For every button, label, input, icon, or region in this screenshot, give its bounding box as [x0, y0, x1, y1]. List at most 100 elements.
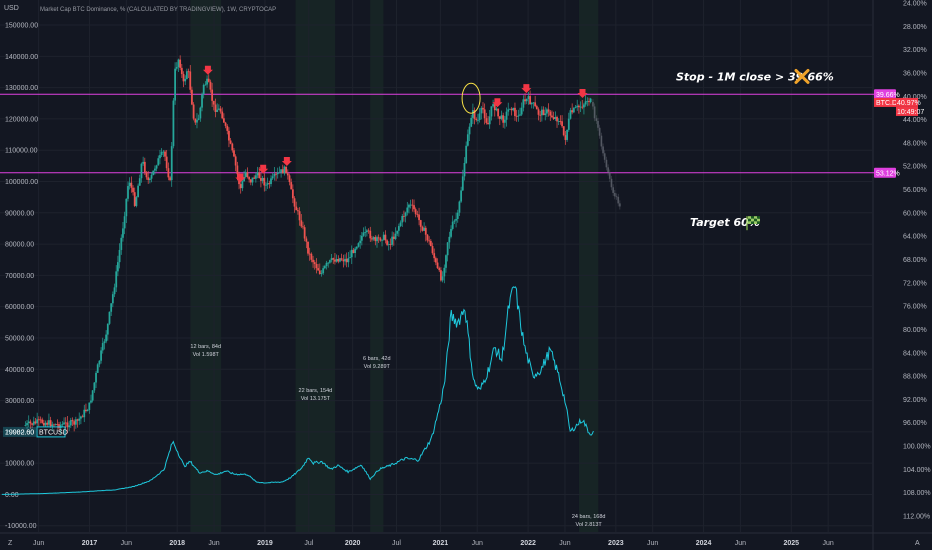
candle-body	[535, 106, 538, 110]
candle-body	[382, 234, 385, 240]
right-tick-label: 44.00%	[903, 117, 927, 124]
candle-body	[520, 107, 523, 115]
candle-body	[313, 262, 316, 264]
candle-body	[478, 113, 481, 121]
candle-body	[423, 227, 426, 231]
candle-body	[487, 122, 489, 125]
candle-body	[34, 421, 37, 424]
candle-body	[332, 258, 335, 260]
candle-body	[542, 109, 545, 116]
time-tick-label: 2024	[696, 540, 712, 547]
candle-body	[505, 111, 508, 120]
level-tag-label: 53.12%	[876, 170, 900, 177]
candle-body	[340, 258, 343, 260]
candle-body	[157, 158, 160, 166]
candle-body	[510, 108, 513, 111]
candle-body	[229, 140, 232, 144]
candle-body	[217, 108, 220, 110]
btcusd-symbol-tag	[36, 426, 66, 438]
down-arrow-icon	[235, 173, 246, 183]
forecast-body	[592, 102, 594, 107]
level-tag-0	[874, 89, 896, 100]
candle-body	[137, 185, 139, 198]
time-tick-label: 2019	[257, 540, 273, 547]
candle-body	[202, 84, 205, 95]
candle-body	[448, 236, 451, 243]
candle-body	[352, 249, 355, 254]
candle-body	[434, 258, 437, 263]
candle-body	[53, 424, 55, 426]
candle-body	[443, 267, 446, 277]
candle-body	[468, 126, 471, 135]
candle-body	[421, 226, 424, 231]
candle-body	[268, 183, 271, 184]
range-label-volume: Vol 2.813T	[575, 522, 602, 528]
candle-body	[475, 118, 478, 121]
candle-body	[42, 422, 45, 426]
candle-body	[318, 270, 321, 274]
candle-body	[471, 110, 474, 118]
range-label-volume: Vol 9.289T	[364, 364, 391, 370]
candle-body	[140, 163, 143, 179]
candle-body	[31, 423, 33, 425]
candle-body	[305, 238, 308, 242]
candle-body	[270, 178, 272, 184]
candle-body	[191, 89, 193, 105]
candle-body	[280, 169, 282, 173]
candle-body	[438, 268, 441, 271]
candle-body	[95, 372, 97, 383]
range-label-bars: 6 bars, 42d	[363, 356, 391, 362]
candle-body	[589, 98, 592, 103]
candle-body	[540, 109, 543, 116]
corner-right-label[interactable]: A	[915, 540, 920, 547]
candle-body	[192, 104, 195, 119]
candle-body	[159, 155, 161, 159]
candle-body	[416, 214, 419, 215]
forecast-body	[600, 135, 603, 147]
right-tick-label: 24.00%	[903, 1, 927, 8]
right-tick-label: 88.00%	[903, 374, 927, 381]
forecast-body	[598, 127, 601, 136]
candle-body	[377, 237, 380, 239]
candle-body	[345, 258, 348, 263]
price-tags: BTC.D 40.97% 10:49:07 19982.60 BTCUSD	[3, 97, 924, 438]
candle-body	[323, 266, 326, 269]
candle-body	[337, 258, 340, 262]
level-lines[interactable]: 39.66% 53.12%	[0, 89, 900, 178]
right-tick-label: 60.00%	[903, 210, 927, 217]
right-tick-label: 84.00%	[903, 350, 927, 357]
candle-body	[335, 258, 338, 262]
flag-square	[751, 221, 754, 224]
candle-body	[355, 246, 358, 249]
left-tick-label: 120000.00	[5, 116, 38, 123]
candle-body	[164, 151, 166, 157]
time-tick-label: 2021	[433, 540, 449, 547]
candle-body	[105, 334, 108, 342]
candle-body	[440, 270, 442, 281]
right-tick-label: 72.00%	[903, 280, 927, 287]
candle-body	[39, 419, 42, 421]
right-tick-label: 80.00%	[903, 327, 927, 334]
corner-left-label[interactable]: Z	[8, 540, 13, 547]
candle-body	[537, 109, 540, 115]
candle-body	[339, 258, 341, 262]
candle-body	[175, 67, 178, 69]
candle-body	[241, 181, 244, 189]
currency-label: USD	[4, 5, 19, 12]
candle-body	[500, 115, 503, 119]
time-tick-label: Jun	[121, 540, 132, 547]
btcusd-line	[1, 286, 594, 495]
time-tick-label: 2018	[169, 540, 185, 547]
candle-body	[36, 419, 39, 424]
candle-body	[497, 108, 500, 117]
candle-body	[32, 421, 35, 425]
candle-body	[445, 255, 447, 268]
candle-body	[367, 230, 370, 232]
forecast-body	[593, 106, 596, 119]
candle-body	[73, 421, 76, 425]
candle-body	[27, 421, 30, 424]
candle-body	[399, 222, 402, 227]
candle-body	[465, 145, 468, 163]
